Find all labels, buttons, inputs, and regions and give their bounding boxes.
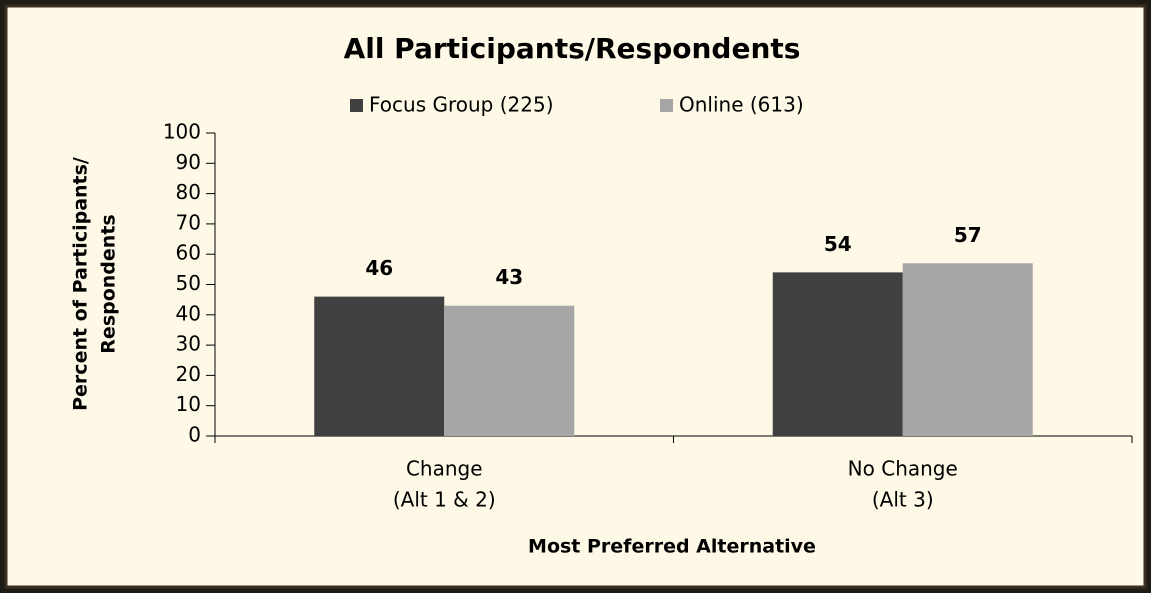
value-label: 54 [824, 232, 852, 256]
bar [314, 296, 445, 436]
y-tick-label: 20 [176, 362, 201, 386]
value-label: 46 [365, 256, 393, 280]
x-tick-label: (Alt 1 & 2) [393, 488, 496, 512]
y-tick-label: 10 [176, 392, 201, 416]
value-label: 43 [495, 265, 523, 289]
bar [902, 263, 1033, 436]
x-axis-label: Most Preferred Alternative [528, 536, 816, 558]
legend-swatch [660, 99, 673, 112]
y-axis-label: Percent of Participants/ Respondents [70, 157, 120, 411]
y-tick-label: 100 [163, 120, 201, 144]
y-axis-label-line: Respondents [98, 214, 120, 353]
legend-swatch [350, 99, 363, 112]
y-tick-label: 0 [188, 423, 201, 447]
bar [772, 272, 903, 436]
value-label: 57 [954, 223, 982, 247]
y-tick-label: 80 [176, 180, 201, 204]
x-tick-label: No Change [848, 457, 958, 481]
y-tick-label: 70 [176, 210, 201, 234]
chart-title: All Participants/Respondents [344, 32, 801, 65]
y-tick-label: 40 [176, 301, 201, 325]
y-tick-label: 60 [176, 241, 201, 265]
x-tick-label: (Alt 3) [872, 488, 934, 512]
legend-label: Online (613) [679, 93, 804, 117]
y-tick-label: 90 [176, 150, 201, 174]
y-tick-label: 50 [176, 271, 201, 295]
bar [444, 305, 575, 436]
y-tick-label: 30 [176, 332, 201, 356]
legend-label: Focus Group (225) [369, 93, 554, 117]
x-tick-label: Change [406, 457, 483, 481]
y-axis-label-line: Percent of Participants/ [70, 157, 92, 411]
